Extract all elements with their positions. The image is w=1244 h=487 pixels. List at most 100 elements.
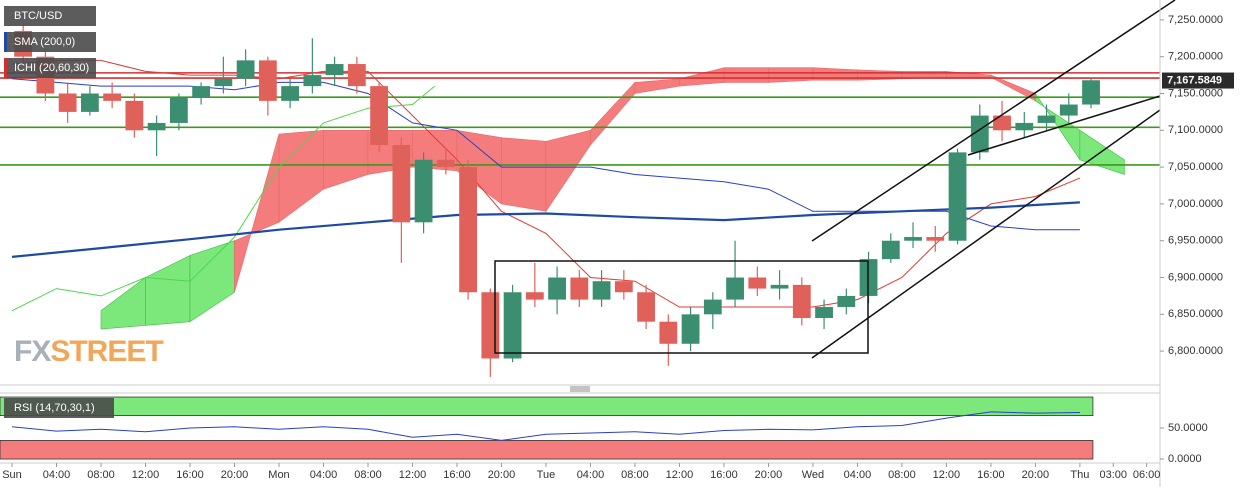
legend-box bbox=[4, 398, 114, 418]
candle-body bbox=[147, 122, 166, 131]
resize-grip[interactable] bbox=[570, 386, 590, 392]
candle-body bbox=[125, 100, 144, 131]
candle-body bbox=[570, 277, 589, 300]
candle-body bbox=[459, 167, 477, 293]
candle-body bbox=[970, 115, 989, 153]
candle-body bbox=[281, 86, 300, 101]
candle-body bbox=[325, 64, 344, 76]
candle-body bbox=[726, 277, 744, 300]
candle-body bbox=[948, 152, 967, 241]
candle-body bbox=[258, 60, 277, 101]
trend-line bbox=[811, 0, 1176, 242]
candle-body bbox=[548, 277, 566, 300]
range-box bbox=[494, 260, 869, 354]
ichimoku-conversion bbox=[11, 59, 1081, 308]
x-tick-label: 20:00 bbox=[1022, 469, 1050, 481]
legend-item[interactable]: BTC/USD bbox=[4, 6, 96, 26]
x-tick-label: 20:00 bbox=[488, 469, 516, 481]
candle-body bbox=[503, 292, 522, 359]
y-tick-label: 7,050.0000 bbox=[1168, 161, 1223, 173]
y-tick-label: 0.0000 bbox=[1168, 453, 1202, 465]
rsi-line bbox=[11, 411, 1080, 441]
legend-box bbox=[4, 6, 96, 26]
legend-box bbox=[4, 58, 96, 78]
candle-body bbox=[614, 281, 633, 293]
watermark: FXSTREET bbox=[14, 335, 163, 368]
candle-body bbox=[748, 277, 767, 289]
y-tick-label: 6,850.0000 bbox=[1168, 308, 1223, 320]
y-tick-label: 6,900.0000 bbox=[1168, 271, 1223, 283]
x-tick-label: Thu bbox=[1070, 469, 1089, 481]
candle-body bbox=[303, 75, 322, 87]
y-tick-label: 50.0000 bbox=[1168, 422, 1208, 434]
x-tick-label: 08:00 bbox=[354, 469, 382, 481]
x-tick-label: 08:00 bbox=[87, 469, 115, 481]
x-tick-label: 04:00 bbox=[310, 469, 338, 481]
candle-body bbox=[881, 240, 900, 260]
candle-body bbox=[1082, 80, 1100, 105]
x-tick-label: 03:00 bbox=[1100, 469, 1128, 481]
candle-body bbox=[703, 299, 722, 315]
x-tick-label: 12:00 bbox=[132, 469, 160, 481]
legend-box bbox=[4, 32, 96, 52]
x-tick-label: 16:00 bbox=[176, 469, 204, 481]
x-tick-label: 16:00 bbox=[710, 469, 738, 481]
x-tick-label: Wed bbox=[802, 469, 824, 481]
legend-label: SMA (200,0) bbox=[14, 36, 75, 48]
legend-swatch bbox=[4, 58, 7, 78]
rsi-band bbox=[0, 396, 1094, 417]
x-tick-label: 08:00 bbox=[621, 469, 649, 481]
candle-body bbox=[1015, 122, 1034, 131]
cloud-segment bbox=[501, 137, 547, 212]
legend-item[interactable]: RSI (14,70,30,1) bbox=[4, 398, 114, 418]
candle-body bbox=[815, 306, 833, 319]
candle-body bbox=[904, 237, 922, 241]
candle-body bbox=[926, 237, 945, 241]
candle-body bbox=[80, 93, 99, 112]
candle-body bbox=[103, 93, 122, 101]
x-tick-label: 16:00 bbox=[443, 469, 471, 481]
candle-body bbox=[370, 86, 389, 146]
candle-body bbox=[770, 284, 789, 289]
x-tick-label: 12:00 bbox=[399, 469, 427, 481]
candle-body bbox=[192, 86, 211, 98]
candle-body bbox=[525, 292, 544, 300]
legend-item[interactable]: ICHI (20,60,30) bbox=[4, 58, 96, 78]
x-tick-label: 12:00 bbox=[933, 469, 961, 481]
x-tick-label: 04:00 bbox=[844, 469, 872, 481]
candle-body bbox=[637, 292, 655, 322]
x-tick-label: 20:00 bbox=[221, 469, 249, 481]
y-tick-label: 7,150.0000 bbox=[1168, 87, 1223, 99]
sma-line bbox=[11, 201, 1080, 258]
trend-line bbox=[967, 95, 1161, 156]
trend-line bbox=[811, 109, 1161, 359]
y-tick-label: 6,800.0000 bbox=[1168, 345, 1223, 357]
x-tick-label: 12:00 bbox=[666, 469, 694, 481]
drawings bbox=[494, 0, 1176, 359]
x-tick-label: 08:00 bbox=[888, 469, 916, 481]
cloud-segment bbox=[723, 67, 769, 83]
y-tick-label: 6,950.0000 bbox=[1168, 235, 1223, 247]
legend-label: ICHI (20,60,30) bbox=[14, 62, 89, 74]
legend-item[interactable]: SMA (200,0) bbox=[4, 32, 96, 52]
y-tick-label: 7,000.0000 bbox=[1168, 198, 1223, 210]
x-tick-label: Tue bbox=[537, 469, 556, 481]
candle-body bbox=[681, 314, 700, 344]
y-tick-label: 7,250.0000 bbox=[1168, 14, 1223, 26]
candle-body bbox=[659, 321, 678, 344]
candle-body bbox=[169, 97, 188, 123]
bands-layer bbox=[0, 67, 1160, 460]
candle-body bbox=[1059, 104, 1078, 116]
candle-body bbox=[837, 295, 856, 307]
x-tick-label: 06:00 bbox=[1133, 469, 1161, 481]
candle-body bbox=[214, 78, 233, 87]
legend-swatch bbox=[4, 32, 7, 52]
watermark-part: STREET bbox=[50, 335, 163, 368]
last-price-box bbox=[1162, 72, 1234, 89]
candle-body bbox=[436, 159, 455, 168]
y-tick-label: 7,200.0000 bbox=[1168, 51, 1223, 63]
x-tick-label: 16:00 bbox=[977, 469, 1005, 481]
candle-body bbox=[993, 115, 1011, 131]
